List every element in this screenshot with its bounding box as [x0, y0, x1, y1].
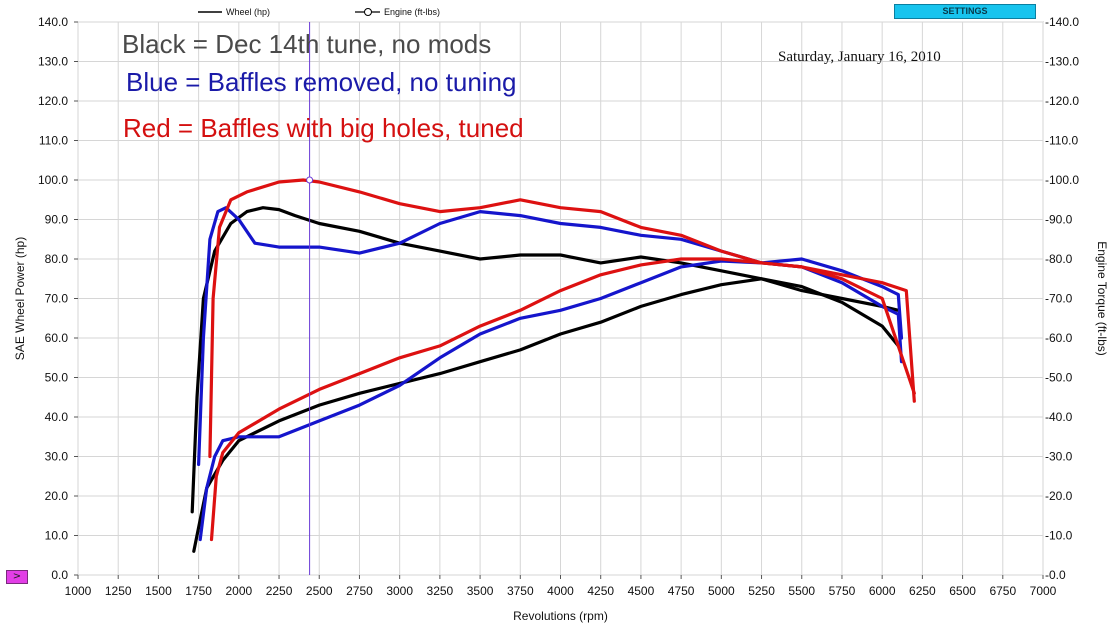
note-black: Black = Dec 14th tune, no mods: [122, 29, 491, 59]
x-tick-label: 5500: [788, 584, 815, 598]
y-tick-label: 110.0: [39, 134, 68, 148]
chart-overlay: [306, 22, 314, 575]
x-tick-label: 7000: [1030, 584, 1057, 598]
x-tick-label: 6500: [949, 584, 976, 598]
x-tick-label: 2750: [346, 584, 373, 598]
chart-axes: 1000 1250 1500 1750 2000 2250 2500 2750 3000 3250…: [13, 15, 1109, 623]
y-tick-label: 70.0: [45, 292, 69, 306]
y-tick-label: 120.0: [38, 94, 68, 108]
y-tick-label: 90.0: [45, 213, 69, 227]
y2-tick-label: -80.0: [1045, 252, 1073, 266]
x-axis-title: Revolutions (rpm): [513, 609, 608, 623]
x-tick-label: 6250: [909, 584, 936, 598]
chart-series: [190, 178, 916, 553]
y-tick-label: 30.0: [45, 450, 69, 464]
next-arrow-button[interactable]: >: [6, 570, 28, 584]
y-tick-label: 140.0: [38, 15, 68, 29]
settings-button[interactable]: SETTINGS: [894, 4, 1036, 19]
y2-tick-label: -50.0: [1045, 371, 1073, 385]
series-line-1: [190, 206, 900, 514]
y2-tick-label: -10.0: [1045, 529, 1073, 543]
x-tick-label: 6750: [989, 584, 1016, 598]
y2-tick-label: -130.0: [1045, 55, 1079, 69]
x-tick-label: 4250: [587, 584, 614, 598]
y2-tick-label: -0.0: [1045, 568, 1066, 582]
series-line-0: [192, 277, 900, 553]
series-line-5: [208, 178, 916, 459]
x-tick-label: 1500: [145, 584, 172, 598]
x-tick-label: 3500: [467, 584, 494, 598]
y-tick-label: 80.0: [45, 252, 69, 266]
x-tick-label: 5000: [708, 584, 735, 598]
x-tick-label: 1250: [105, 584, 132, 598]
run-date: Saturday, January 16, 2010: [778, 49, 941, 65]
y2-tick-label: -20.0: [1045, 489, 1073, 503]
y2-tick-label: -40.0: [1045, 410, 1073, 424]
y2-tick-label: -120.0: [1045, 94, 1079, 108]
y-tick-label: 0.0: [51, 568, 68, 582]
y-tick-label: 130.0: [38, 55, 68, 69]
x-tick-label: 2000: [225, 584, 252, 598]
y-tick-label: 20.0: [45, 489, 69, 503]
y-axis-title: SAE Wheel Power (hp): [13, 237, 27, 360]
y-tick-label: 100.0: [38, 173, 68, 187]
x-tick-label: 1000: [65, 584, 92, 598]
legend-wheel-label: Wheel (hp): [226, 7, 270, 17]
y2-tick-label: -60.0: [1045, 331, 1073, 345]
rpm-cursor-marker: [306, 176, 314, 184]
x-tick-label: 4500: [628, 584, 655, 598]
y-tick-label: 60.0: [45, 331, 69, 345]
x-tick-label: 3250: [427, 584, 454, 598]
y-tick-label: 10.0: [45, 529, 69, 543]
x-tick-label: 3000: [386, 584, 413, 598]
y-tick-label: 40.0: [45, 410, 69, 424]
legend-engine-marker-icon: [364, 8, 372, 16]
x-tick-label: 2250: [266, 584, 293, 598]
y2-axis-title: Engine Torque (ft-lbs): [1095, 241, 1109, 356]
note-blue: Blue = Baffles removed, no tuning: [126, 67, 517, 97]
y2-tick-label: -140.0: [1045, 15, 1079, 29]
x-tick-label: 5750: [829, 584, 856, 598]
chart-legend: Wheel (hp) Engine (ft-lbs): [198, 7, 440, 17]
y2-tick-label: -90.0: [1045, 213, 1073, 227]
y2-tick-label: -30.0: [1045, 450, 1073, 464]
y2-tick-label: -100.0: [1045, 173, 1079, 187]
x-tick-label: 5250: [748, 584, 775, 598]
y-tick-label: 50.0: [45, 371, 69, 385]
x-tick-label: 1750: [185, 584, 212, 598]
x-tick-label: 4750: [668, 584, 695, 598]
note-red: Red = Baffles with big holes, tuned: [123, 113, 524, 143]
x-tick-label: 3750: [507, 584, 534, 598]
y2-tick-label: -70.0: [1045, 292, 1073, 306]
x-tick-label: 2500: [306, 584, 333, 598]
annotation-notes: Black = Dec 14th tune, no mods Blue = Ba…: [122, 29, 941, 143]
x-tick-label: 4000: [547, 584, 574, 598]
y2-tick-label: -110.0: [1045, 134, 1078, 148]
legend-engine-label: Engine (ft-lbs): [384, 7, 440, 17]
x-tick-label: 6000: [869, 584, 896, 598]
